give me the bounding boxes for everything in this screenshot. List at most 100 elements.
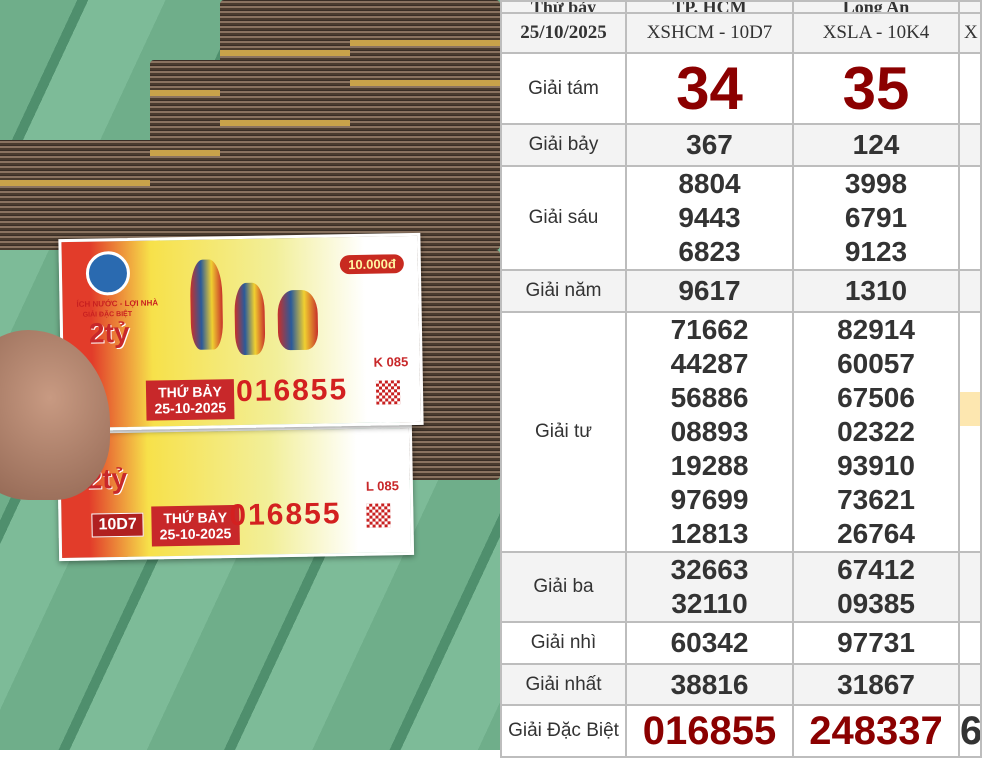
prize-numbers: 3998 6791 9123 xyxy=(792,165,960,271)
prize-number: 73621 xyxy=(837,484,915,515)
highlight-cell xyxy=(961,392,979,426)
prize-number: 124 xyxy=(852,129,900,160)
vase-image xyxy=(189,259,224,350)
prize-number: 93910 xyxy=(837,450,915,481)
prize-number: 6823 xyxy=(678,236,741,267)
ticket-series: K 085 xyxy=(373,354,409,370)
prize-numbers: 248337 xyxy=(792,704,960,758)
prize-row: Giải tám 34 35 xyxy=(500,52,982,125)
prize-label: Giải tư xyxy=(500,311,627,553)
prize-numbers: 124 xyxy=(792,123,960,167)
ticket-price: 10.000đ xyxy=(339,254,404,275)
prize-numbers: 67412 09385 xyxy=(792,551,960,623)
prize-numbers: 31867 xyxy=(792,663,960,706)
prize-number: 35 xyxy=(842,55,910,122)
lottery-ticket-bottom: 2tỷ 10D7 THỨ BẢY 25-10-2025 016855 L 085 xyxy=(56,424,415,562)
prize-label: Giải năm xyxy=(500,269,627,313)
prize-number: 09385 xyxy=(837,588,915,619)
prize-row: Giải ba 32663 32110 67412 09385 xyxy=(500,551,982,623)
header-row: Thứ bảy TP. HCM Long An xyxy=(500,0,982,14)
prize-number: 9443 xyxy=(678,202,741,233)
prize-number: 3998 xyxy=(844,168,908,199)
prize-numbers: 34 xyxy=(625,52,794,125)
prize-label: Giải ba xyxy=(500,551,627,623)
prize-number: 9123 xyxy=(844,236,908,267)
ticket-date: THỨ BẢY 25-10-2025 xyxy=(145,379,235,421)
ticket-prize: 2tỷ xyxy=(88,316,130,349)
prize-number: 8804 xyxy=(678,168,741,199)
prize-number: 32110 xyxy=(671,588,748,619)
prize-number: 02322 xyxy=(837,416,915,447)
province-header[interactable]: Long An xyxy=(792,0,960,14)
prize-label: Giải bảy xyxy=(500,123,627,167)
prize-numbers: 60342 xyxy=(625,621,794,665)
ticket-slogan: ÍCH NƯỚC - LỢI NHÀ xyxy=(76,298,159,309)
prize-label: Giải nhì xyxy=(500,621,627,665)
prize-number: 97731 xyxy=(837,627,915,658)
draw-code: XSHCM - 10D7 xyxy=(625,12,794,54)
prize-row: Giải Đặc Biệt 016855 248337 6 xyxy=(500,704,982,758)
ticket-number: 016855 xyxy=(229,497,342,533)
prize-number: 6791 xyxy=(844,202,908,233)
prize-number: 19288 xyxy=(670,450,749,481)
money-stack xyxy=(350,0,500,250)
money-stack xyxy=(0,140,160,250)
draw-code: X xyxy=(958,12,982,54)
prize-number: 12813 xyxy=(670,518,749,549)
vase-image xyxy=(234,282,266,356)
prize-row: Giải tư 71662 44287 56886 08893 19288 97699 128… xyxy=(500,311,982,553)
prize-number: 71662 xyxy=(670,314,749,345)
ticket-code: 10D7 xyxy=(91,512,144,538)
prize-number: 9617 xyxy=(678,275,741,306)
prize-number: 67412 xyxy=(837,554,915,585)
lottery-ticket-photo: 2tỷ 10D7 THỨ BẢY 25-10-2025 016855 L 085 … xyxy=(0,0,500,750)
prize-number: 82914 xyxy=(837,314,915,345)
prize-number: 67506 xyxy=(837,382,915,413)
prize-numbers: 8804 9443 6823 xyxy=(625,165,794,271)
prize-row: Giải năm 9617 1310 xyxy=(500,269,982,313)
prize-number: 34 xyxy=(676,55,743,122)
qr-code-icon xyxy=(375,380,401,405)
prize-number: 016855 xyxy=(642,708,777,753)
ticket-date: THỨ BẢY 25-10-2025 xyxy=(151,504,240,547)
prize-row: Giải nhì 60342 97731 xyxy=(500,621,982,665)
prize-label: Giải sáu xyxy=(500,165,627,271)
prize-number: 367 xyxy=(686,129,733,160)
prize-label: Giải nhất xyxy=(500,663,627,706)
prize-number: 6 xyxy=(958,704,982,758)
prize-numbers: 1310 xyxy=(792,269,960,313)
prize-number: 1310 xyxy=(844,275,908,306)
draw-code: XSLA - 10K4 xyxy=(792,12,960,54)
prize-numbers: 367 xyxy=(625,123,794,167)
prize-number: 44287 xyxy=(670,348,749,379)
prize-numbers: 35 xyxy=(792,52,960,125)
weekday-header: Thứ bảy xyxy=(500,0,627,14)
prize-numbers: 38816 xyxy=(625,663,794,706)
prize-number: 248337 xyxy=(809,708,943,753)
prize-numbers: 97731 xyxy=(792,621,960,665)
prize-numbers: 71662 44287 56886 08893 19288 97699 12813 xyxy=(625,311,794,553)
prize-numbers: 016855 xyxy=(625,704,794,758)
date-row: 25/10/2025 XSHCM - 10D7 XSLA - 10K4 X xyxy=(500,12,982,54)
logo-icon xyxy=(85,250,131,296)
prize-number: 38816 xyxy=(670,668,749,700)
vase-image xyxy=(277,289,319,351)
prize-numbers: 82914 60057 67506 02322 93910 73621 26764 xyxy=(792,311,960,553)
prize-number: 60342 xyxy=(670,627,749,658)
ticket-series: L 085 xyxy=(365,478,400,494)
prize-number: 32663 xyxy=(670,554,749,585)
prize-label: Giải Đặc Biệt xyxy=(500,704,627,758)
prize-number: 08893 xyxy=(670,416,749,447)
prize-row: Giải bảy 367 124 xyxy=(500,123,982,167)
prize-number: 60057 xyxy=(837,348,915,379)
prize-numbers: 32663 32110 xyxy=(625,551,794,623)
prize-label: Giải tám xyxy=(500,52,627,125)
prize-number: 97699 xyxy=(670,484,749,515)
draw-date: 25/10/2025 xyxy=(500,12,627,54)
ticket-number: 016855 xyxy=(235,373,349,409)
qr-code-icon xyxy=(366,503,391,528)
lottery-ticket-top: ÍCH NƯỚC - LỢI NHÀ GIẢI ĐẶC BIỆT 2tỷ 10.… xyxy=(58,232,424,432)
prize-numbers: 9617 xyxy=(625,269,794,313)
prize-number: 26764 xyxy=(837,518,915,549)
province-header[interactable]: TP. HCM xyxy=(625,0,794,14)
